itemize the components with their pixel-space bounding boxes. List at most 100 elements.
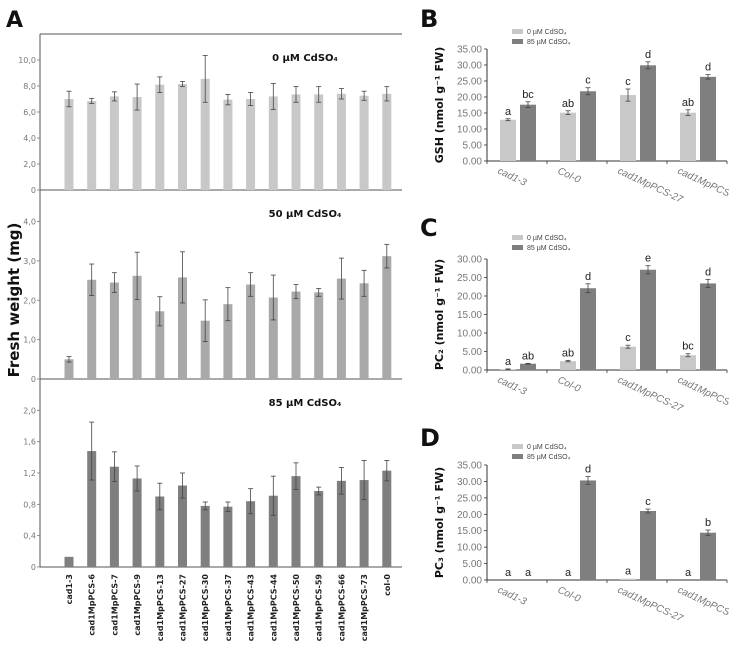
y-tick-label: 0 — [31, 563, 36, 572]
x-tick-label: Col-0 — [556, 166, 583, 186]
legend-swatch — [512, 39, 523, 44]
subplot-title: 85 µM CdSO₄ — [269, 398, 342, 409]
x-tick-label: cad1-3 — [496, 375, 529, 398]
y-tick-label: 5.00 — [463, 559, 483, 570]
y-tick-label: 4,0 — [23, 218, 36, 227]
bar — [155, 496, 165, 567]
y-tick-label: 0.00 — [463, 157, 483, 168]
bar — [246, 99, 256, 190]
y-tick-label: 10,0 — [18, 56, 36, 65]
bar — [155, 84, 165, 190]
bar — [700, 532, 716, 580]
legend-label: 85 µM CdSO₄ — [527, 245, 571, 252]
bar — [178, 277, 187, 379]
significance-letter: bc — [522, 89, 534, 101]
legend-label: 0 µM CdSO₄ — [527, 235, 567, 242]
bar — [109, 96, 119, 190]
bar — [268, 495, 278, 567]
bar — [109, 282, 119, 379]
legend-label: 85 µM CdSO₄ — [527, 454, 571, 461]
significance-letter: d — [645, 49, 651, 61]
subplot-title: 0 µM CdSO₄ — [272, 53, 338, 64]
x-tick-label: cad1MpPCS-66 — [337, 574, 346, 642]
bar — [246, 284, 256, 379]
bar — [382, 93, 392, 190]
bar — [64, 556, 74, 567]
significance-letter: a — [505, 356, 512, 368]
x-tick-label: Col-0 — [556, 375, 583, 395]
y-axis-title: GSH (nmol g⁻¹ FW) — [433, 47, 446, 163]
y-tick-label: 20.00 — [457, 93, 482, 104]
x-tick-label: cad1MpPCS-43 — [247, 574, 256, 641]
x-tick-label: cad1MpPCS-50 — [676, 375, 729, 415]
y-tick-label: 10.00 — [457, 329, 482, 340]
y-axis-title-a: Fresh weight (mg) — [5, 223, 23, 378]
bar — [178, 485, 187, 567]
bar — [87, 279, 97, 379]
bar — [200, 320, 210, 379]
bar — [314, 491, 324, 567]
significance-letter: a — [505, 106, 512, 118]
bar — [109, 466, 119, 567]
y-tick-label: 25.00 — [457, 77, 482, 88]
x-tick-label: cad1MpPCS-30 — [201, 574, 210, 642]
x-tick-label: cad1-3 — [496, 166, 529, 189]
y-tick-label: 30.00 — [457, 477, 482, 488]
x-tick-label: cad1MpPCS-50 — [676, 585, 729, 625]
bar — [359, 283, 369, 379]
y-tick-label: 15.00 — [457, 310, 482, 321]
x-tick-label: cad1MpPCS-50 — [676, 166, 729, 206]
y-tick-label: 6,0 — [23, 108, 36, 117]
y-axis-title: PC₂ (nmol g⁻¹ FW) — [433, 259, 446, 370]
bar — [64, 99, 74, 190]
bar — [64, 359, 74, 379]
bar — [268, 297, 278, 379]
y-tick-label: 1,0 — [23, 336, 36, 345]
significance-letter: d — [585, 464, 591, 476]
significance-letter: c — [645, 496, 651, 508]
x-tick-label: cad1MpPCS-37 — [224, 574, 233, 641]
bar — [178, 84, 187, 190]
bar — [336, 480, 346, 567]
bar — [132, 97, 142, 190]
x-tick-label: cad1MpPCS-59 — [315, 574, 324, 642]
y-tick-label: 15.00 — [457, 526, 482, 537]
y-tick-label: 25.00 — [457, 273, 482, 284]
x-tick-label: cad1MpPCS-27 — [616, 375, 685, 415]
significance-letter: a — [625, 566, 632, 578]
y-tick-label: 1,2 — [23, 469, 36, 478]
legend-label: 0 µM CdSO₄ — [527, 444, 567, 451]
significance-letter: ab — [562, 98, 574, 110]
bar — [155, 311, 165, 379]
bar — [500, 119, 516, 161]
bar — [620, 578, 636, 580]
y-tick-label: 10.00 — [457, 125, 482, 136]
significance-letter: ab — [522, 350, 534, 362]
y-axis-title: PC₃ (nmol g⁻¹ FW) — [433, 467, 446, 578]
y-tick-label: 20.00 — [457, 292, 482, 303]
bar — [291, 476, 301, 567]
x-tick-label: col-0 — [383, 574, 392, 596]
panel-label-a: A — [6, 8, 23, 33]
bar — [87, 100, 97, 190]
panel-label-d: D — [420, 424, 440, 452]
significance-letter: bc — [682, 341, 694, 353]
x-tick-label: cad1MpPCS-27 — [179, 574, 188, 641]
legend-swatch — [512, 29, 523, 34]
y-tick-label: 25.00 — [457, 493, 482, 504]
bar — [700, 283, 716, 370]
y-tick-label: 0 — [31, 375, 36, 384]
x-tick-label: cad1MpPCS-7 — [110, 574, 119, 636]
y-tick-label: 3,0 — [23, 257, 36, 266]
x-tick-label: cad1MpPCS-27 — [616, 585, 685, 625]
bar — [700, 76, 716, 161]
significance-letter: c — [585, 75, 591, 87]
bar — [680, 112, 696, 161]
bar — [223, 506, 233, 567]
bar — [620, 95, 636, 161]
significance-letter: e — [645, 253, 651, 265]
bar — [580, 91, 596, 161]
significance-letter: ab — [682, 97, 694, 109]
bar — [87, 451, 97, 567]
bar — [200, 505, 210, 567]
